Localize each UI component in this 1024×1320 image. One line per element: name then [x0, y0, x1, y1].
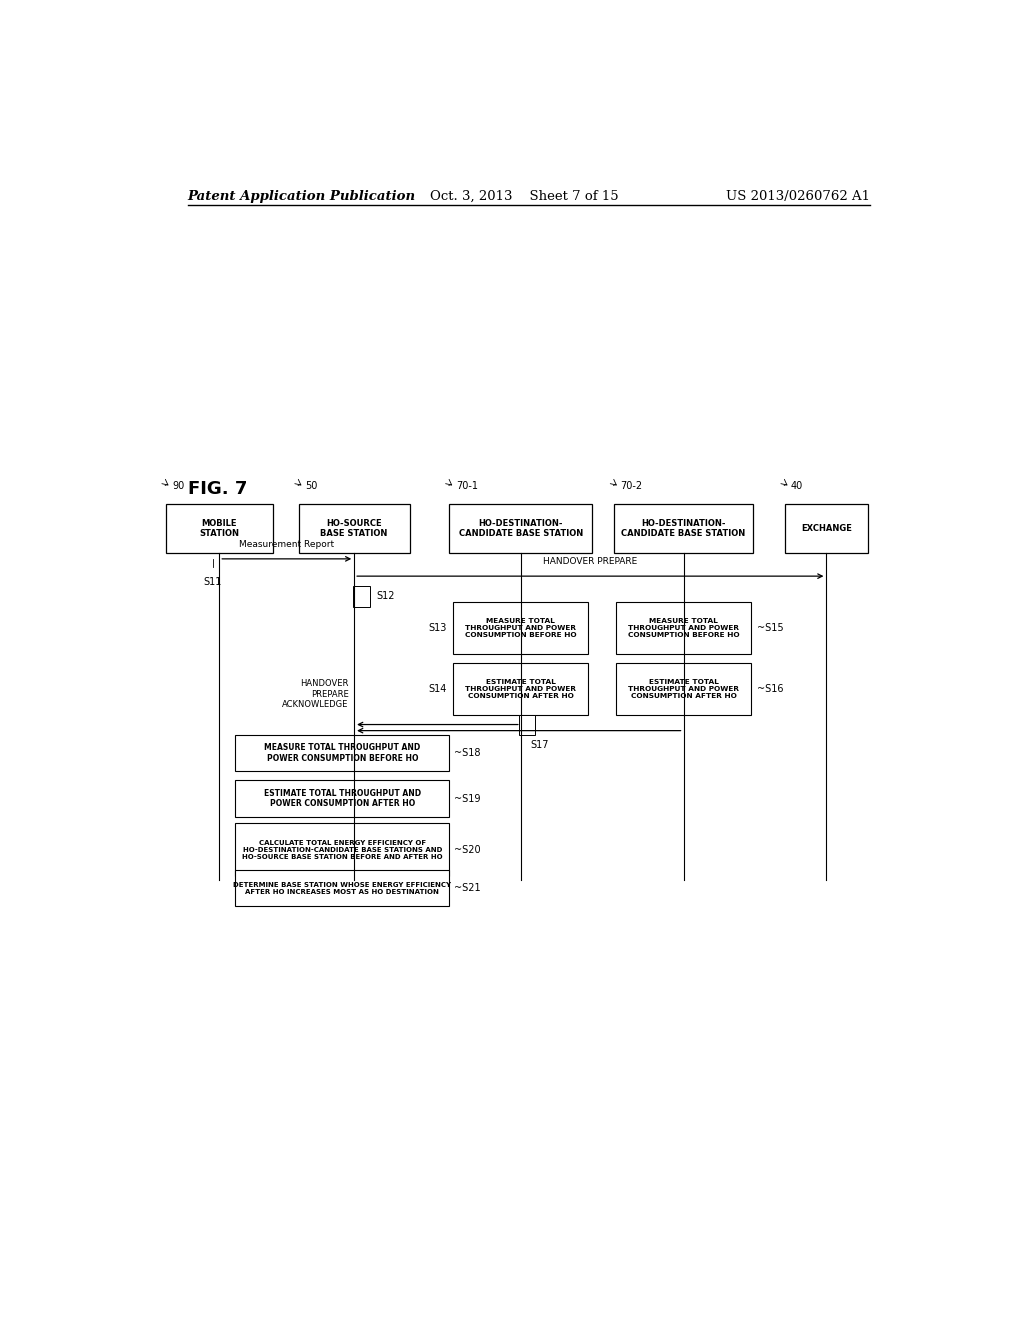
Text: 70-1: 70-1	[456, 480, 478, 491]
FancyBboxPatch shape	[614, 504, 753, 553]
Text: ~S21: ~S21	[455, 883, 481, 894]
FancyBboxPatch shape	[616, 663, 751, 715]
FancyBboxPatch shape	[616, 602, 751, 655]
Text: Measurement Report: Measurement Report	[240, 540, 334, 549]
FancyBboxPatch shape	[236, 824, 450, 876]
FancyBboxPatch shape	[519, 715, 536, 735]
Text: EXCHANGE: EXCHANGE	[801, 524, 852, 533]
Text: HANDOVER
PREPARE
ACKNOWLEDGE: HANDOVER PREPARE ACKNOWLEDGE	[283, 680, 348, 709]
Text: 70-2: 70-2	[621, 480, 642, 491]
Text: US 2013/0260762 A1: US 2013/0260762 A1	[726, 190, 870, 202]
Text: ESTIMATE TOTAL
THROUGHPUT AND POWER
CONSUMPTION AFTER HO: ESTIMATE TOTAL THROUGHPUT AND POWER CONS…	[465, 678, 577, 700]
Text: 90: 90	[172, 480, 184, 491]
Text: S17: S17	[530, 739, 549, 750]
Text: S13: S13	[429, 623, 447, 634]
FancyBboxPatch shape	[166, 504, 272, 553]
Text: ~S18: ~S18	[455, 748, 480, 758]
Text: S14: S14	[429, 684, 447, 694]
FancyBboxPatch shape	[236, 870, 450, 907]
FancyBboxPatch shape	[784, 504, 868, 553]
Text: ESTIMATE TOTAL
THROUGHPUT AND POWER
CONSUMPTION AFTER HO: ESTIMATE TOTAL THROUGHPUT AND POWER CONS…	[628, 678, 739, 700]
Text: ~S15: ~S15	[758, 623, 784, 634]
Text: ESTIMATE TOTAL THROUGHPUT AND
POWER CONSUMPTION AFTER HO: ESTIMATE TOTAL THROUGHPUT AND POWER CONS…	[264, 789, 421, 808]
Text: S12: S12	[377, 591, 395, 602]
Text: 40: 40	[792, 480, 803, 491]
Text: S11: S11	[204, 577, 222, 587]
Text: MEASURE TOTAL THROUGHPUT AND
POWER CONSUMPTION BEFORE HO: MEASURE TOTAL THROUGHPUT AND POWER CONSU…	[264, 743, 421, 763]
Text: CALCULATE TOTAL ENERGY EFFICIENCY OF
HO-DESTINATION-CANDIDATE BASE STATIONS AND
: CALCULATE TOTAL ENERGY EFFICIENCY OF HO-…	[242, 840, 442, 859]
Text: MEASURE TOTAL
THROUGHPUT AND POWER
CONSUMPTION BEFORE HO: MEASURE TOTAL THROUGHPUT AND POWER CONSU…	[465, 618, 577, 638]
Text: ~S19: ~S19	[455, 793, 480, 804]
Text: Oct. 3, 2013    Sheet 7 of 15: Oct. 3, 2013 Sheet 7 of 15	[430, 190, 620, 202]
Text: Patent Application Publication: Patent Application Publication	[187, 190, 416, 202]
Text: MOBILE
STATION: MOBILE STATION	[200, 519, 240, 539]
FancyBboxPatch shape	[454, 663, 588, 715]
FancyBboxPatch shape	[352, 586, 370, 607]
FancyBboxPatch shape	[236, 780, 450, 817]
Text: DETERMINE BASE STATION WHOSE ENERGY EFFICIENCY
AFTER HO INCREASES MOST AS HO DES: DETERMINE BASE STATION WHOSE ENERGY EFFI…	[233, 882, 452, 895]
FancyBboxPatch shape	[236, 735, 450, 771]
Text: HANDOVER PREPARE: HANDOVER PREPARE	[543, 557, 637, 566]
Text: HO-DESTINATION-
CANDIDATE BASE STATION: HO-DESTINATION- CANDIDATE BASE STATION	[459, 519, 583, 539]
FancyBboxPatch shape	[454, 602, 588, 655]
Text: ~S16: ~S16	[758, 684, 783, 694]
Text: HO-DESTINATION-
CANDIDATE BASE STATION: HO-DESTINATION- CANDIDATE BASE STATION	[622, 519, 745, 539]
Text: FIG. 7: FIG. 7	[187, 479, 247, 498]
Text: ~S20: ~S20	[455, 845, 481, 854]
Text: HO-SOURCE
BASE STATION: HO-SOURCE BASE STATION	[321, 519, 388, 539]
Text: 50: 50	[305, 480, 317, 491]
FancyBboxPatch shape	[299, 504, 410, 553]
Text: MEASURE TOTAL
THROUGHPUT AND POWER
CONSUMPTION BEFORE HO: MEASURE TOTAL THROUGHPUT AND POWER CONSU…	[628, 618, 739, 638]
FancyBboxPatch shape	[450, 504, 592, 553]
